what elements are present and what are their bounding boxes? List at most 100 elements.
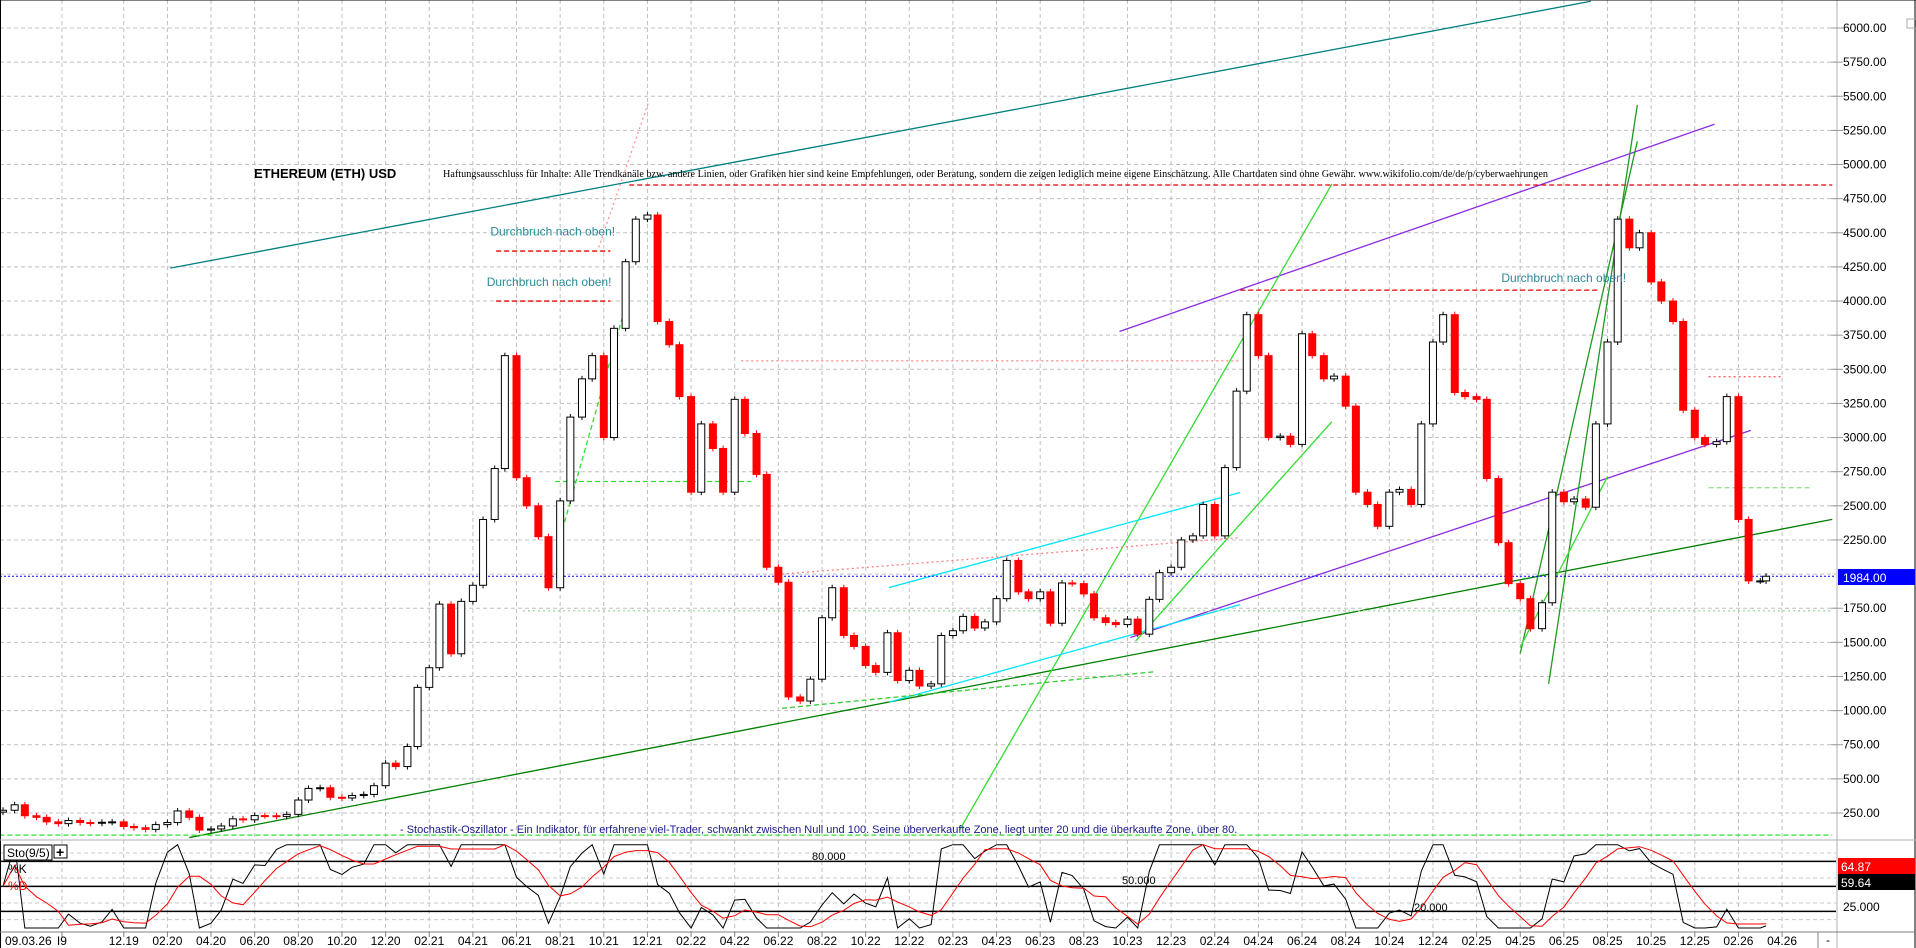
add-indicator-button[interactable] [53, 844, 68, 859]
candle [818, 617, 826, 680]
candle [730, 398, 739, 493]
d-value-box [1838, 858, 1915, 874]
candle [588, 355, 597, 380]
candle [1232, 390, 1241, 469]
candle [1036, 591, 1045, 600]
candle [534, 505, 543, 538]
candle [1722, 396, 1731, 443]
candle [1111, 622, 1120, 626]
candle [173, 810, 182, 824]
candle [828, 587, 837, 619]
x-tick-label: 02.26 [1723, 934, 1753, 948]
plus-icon: + [56, 844, 64, 860]
trendline[interactable] [958, 183, 1333, 831]
candle [207, 828, 216, 831]
candle [381, 762, 390, 787]
trendline[interactable] [781, 536, 1241, 575]
candle [64, 819, 73, 825]
candle [871, 665, 880, 673]
candle [796, 696, 805, 702]
candle [544, 536, 553, 589]
x-tick-label: 12.23 [1156, 934, 1186, 948]
candle [119, 821, 128, 828]
candle [687, 396, 696, 493]
x-tick-label: 06.23 [1025, 934, 1055, 948]
candle [337, 796, 346, 799]
stoch-k-line [2, 843, 1767, 930]
candle [1068, 582, 1077, 585]
candle [1734, 396, 1743, 520]
y-tick-label: 1250.00 [1843, 669, 1887, 683]
candle [1286, 435, 1295, 445]
candle [457, 600, 466, 655]
candlestick-series [0, 212, 1771, 834]
x-tick-label: 02.22 [676, 934, 706, 948]
x-tick-label: 02.25 [1462, 934, 1492, 948]
candle [762, 473, 771, 568]
candle [468, 584, 477, 602]
collapse-panel-button[interactable] [1906, 18, 1916, 29]
candle [850, 635, 859, 647]
candle [1155, 572, 1164, 600]
d-label: %D [8, 879, 28, 893]
candle [1657, 281, 1666, 302]
candle [0, 809, 8, 813]
candle [447, 603, 456, 655]
candle [413, 686, 422, 748]
last-price-label: 1984.00 [1843, 571, 1887, 585]
candle [1679, 321, 1688, 411]
indicator-name-box[interactable] [3, 844, 53, 861]
candle [719, 447, 728, 493]
trendline[interactable] [1547, 104, 1638, 684]
k-label: %K [8, 862, 27, 876]
candle [1363, 491, 1372, 505]
candle [1395, 488, 1404, 493]
x-tick-label: 06.24 [1287, 934, 1317, 948]
candle [1167, 566, 1176, 574]
x-tick-label: 12.25 [1680, 934, 1710, 948]
candle [1482, 398, 1491, 480]
candle [512, 355, 521, 479]
trendline[interactable] [888, 604, 1241, 703]
trendline[interactable] [781, 671, 1156, 709]
trendline[interactable] [1130, 429, 1752, 639]
trendline[interactable] [1119, 123, 1715, 333]
candle [294, 799, 303, 815]
candle [1014, 559, 1023, 593]
trendline[interactable] [598, 100, 650, 248]
y-tick-label: 5000.00 [1843, 158, 1887, 172]
trendline[interactable] [1134, 421, 1333, 642]
trendlines[interactable] [0, 0, 1836, 839]
x-axis-ticks: 09.03.26 I9 12.19 02.20 04.20 06.20 08.20 10.20… [5, 932, 1797, 948]
candle [1548, 491, 1557, 604]
trendline[interactable] [170, 0, 1591, 269]
candle [1591, 423, 1600, 508]
candle [1177, 539, 1186, 568]
level-label-20: 20.000 [1414, 902, 1448, 914]
candle [304, 787, 313, 801]
candle [1242, 314, 1251, 392]
candle [621, 261, 630, 329]
candle [1516, 583, 1525, 600]
candle [566, 416, 575, 502]
candle [54, 821, 63, 825]
candle [1428, 341, 1437, 425]
level-label-50: 50.000 [1122, 875, 1156, 887]
candle [752, 432, 761, 475]
trendline[interactable] [888, 491, 1241, 589]
level-label-80: 80.000 [812, 851, 846, 863]
annotation-label: Durchbruch nach oben! [487, 275, 612, 289]
candle [992, 598, 1001, 623]
candle [141, 827, 150, 830]
candle [228, 818, 237, 827]
candle [1319, 355, 1328, 380]
y-tick-label: 4750.00 [1843, 192, 1887, 206]
candle [348, 795, 357, 799]
annotations: Durchbruch nach oben! Durchbruch nach obe… [487, 225, 1626, 290]
candle [697, 423, 706, 493]
x-tick-label: 06.22 [763, 934, 793, 948]
candle [1668, 300, 1677, 323]
x-tick-label: 08.22 [807, 934, 837, 948]
x-tick-label: 10.21 [589, 934, 619, 948]
